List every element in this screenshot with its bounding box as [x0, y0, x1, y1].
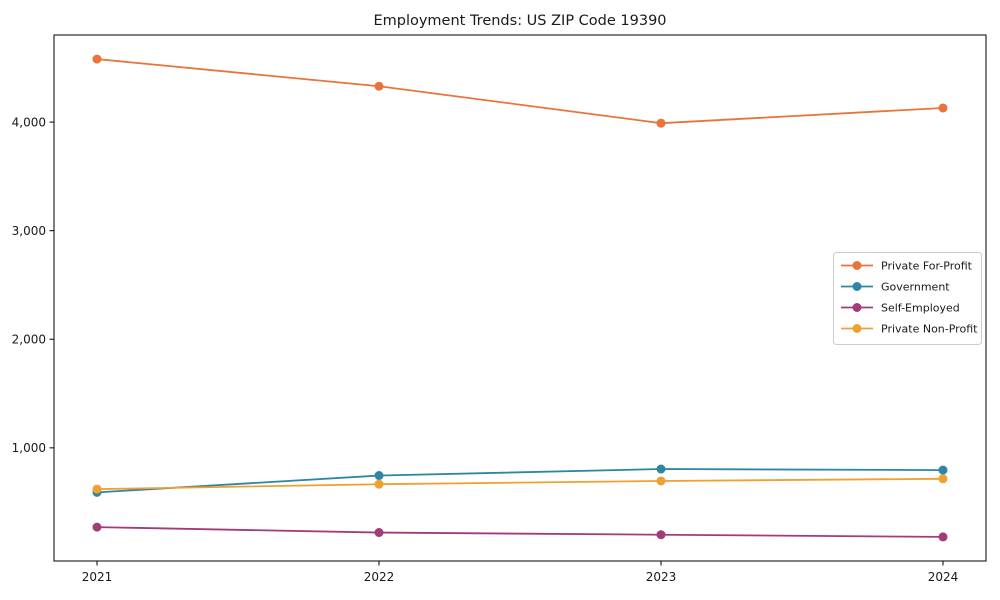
y-tick-label-1-000: 1,000 [12, 441, 46, 455]
data-point-private-for-profit-2023 [656, 118, 666, 128]
legend-marker-private-for-profit [852, 261, 862, 270]
data-point-private-for-profit-2021 [92, 54, 102, 64]
series-line-private-for-profit [96, 58, 944, 125]
data-point-self-employed-2021 [92, 522, 102, 532]
legend-marker-private-non-profit [852, 324, 862, 333]
y-tick-label-2-000: 2,000 [12, 332, 46, 346]
legend-label-self-employed: Self-Employed [881, 301, 960, 314]
data-point-private-for-profit-2022 [374, 81, 384, 91]
plot-border [53, 34, 987, 562]
series-line-private-non-profit [96, 477, 944, 491]
data-point-self-employed-2023 [656, 530, 666, 540]
data-point-private-non-profit-2022 [374, 479, 384, 489]
y-tick-label-3-000: 3,000 [12, 224, 46, 238]
x-tick-label-2021: 2021 [82, 570, 113, 584]
data-point-private-non-profit-2024 [938, 474, 948, 484]
data-point-private-non-profit-2023 [656, 476, 666, 486]
data-point-private-non-profit-2021 [92, 484, 102, 494]
data-point-government-2024 [938, 465, 948, 475]
axis-ticks: 1,000 2,000 3,000 4,000 2021 2022 2023 2024 [12, 115, 959, 584]
legend-marker-self-employed [852, 303, 862, 312]
x-tick-label-2022: 2022 [364, 570, 395, 584]
legend-label-private-for-profit: Private For-Profit [881, 259, 973, 272]
x-tick-label-2024: 2024 [928, 570, 959, 584]
data-point-government-2022 [374, 471, 384, 481]
chart-title: Employment Trends: US ZIP Code 19390 [373, 13, 666, 29]
data-point-self-employed-2024 [938, 532, 948, 542]
legend-box [833, 252, 982, 345]
data-point-government-2023 [656, 464, 666, 474]
y-tick-label-4-000: 4,000 [12, 115, 46, 129]
data-point-private-for-profit-2024 [938, 103, 948, 113]
series-line-government [96, 468, 944, 494]
legend-label-government: Government [881, 280, 950, 293]
data-point-self-employed-2022 [374, 528, 384, 538]
legend: Private For-Profit Government Self-Employe… [833, 252, 982, 345]
legend-marker-government [852, 282, 862, 291]
legend-label-private-non-profit: Private Non-Profit [881, 322, 978, 335]
series-line-self-employed [96, 526, 944, 538]
data-series [92, 54, 948, 542]
x-tick-label-2023: 2023 [646, 570, 677, 584]
